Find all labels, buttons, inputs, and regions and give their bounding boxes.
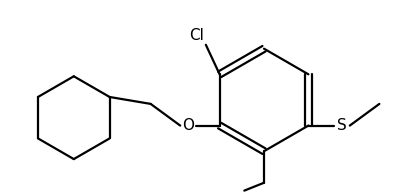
Text: Cl: Cl (189, 28, 204, 43)
Text: S: S (337, 118, 347, 133)
Text: O: O (182, 118, 194, 133)
